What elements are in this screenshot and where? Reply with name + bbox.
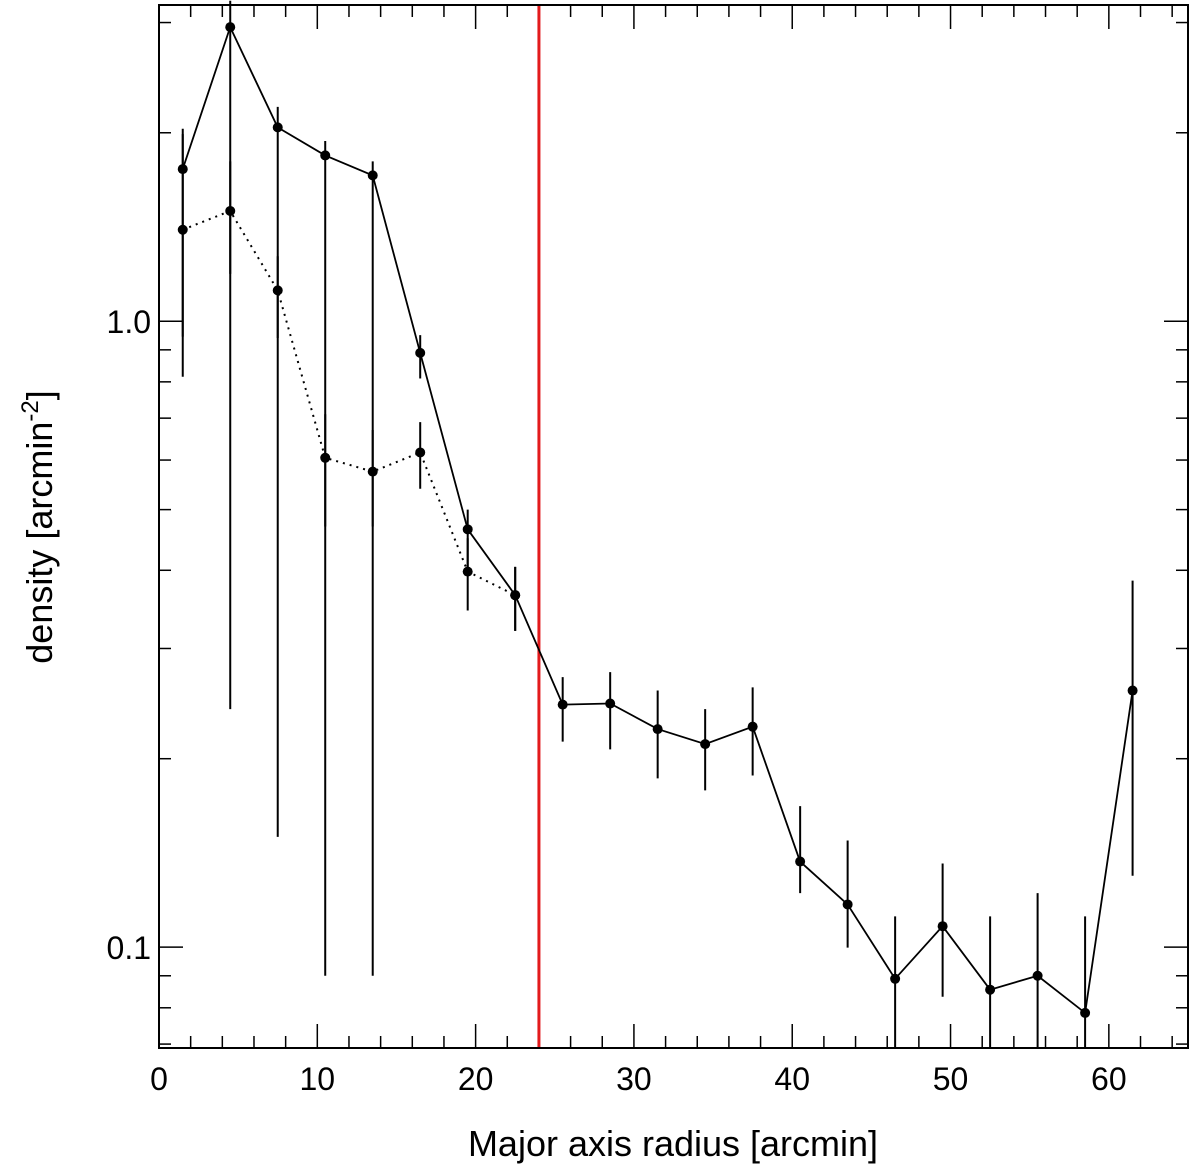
data-point [272,285,283,296]
data-point [937,921,948,932]
data-point [367,466,378,477]
data-point [510,590,521,601]
data-point [177,224,188,235]
series-line [182,209,516,597]
tick-labels: 0 10 20 30 40 50 60 0.1 1.0 [107,304,1127,1097]
data-point [462,566,473,577]
data-point [415,447,426,458]
data-point [272,122,283,133]
y-axis-title-superscript: -2 [17,400,44,421]
data-point [890,973,901,984]
data-point [320,452,331,463]
data-point [605,698,616,709]
series-dotted [177,134,521,631]
data-point [985,984,996,995]
y-tick-label: 0.1 [107,930,151,966]
x-tick-label: 30 [616,1061,652,1097]
data-point [1080,1007,1091,1018]
x-tick-label: 20 [458,1061,494,1097]
y-axis-title: density [arcmin-2] [17,390,60,663]
data-point [320,150,331,161]
y-tick-label: 1.0 [107,304,151,340]
data-point [557,699,568,710]
series-solid [177,0,1138,1048]
axis-ticks [158,5,1188,1048]
data-point [225,205,236,216]
data-point [1032,970,1043,981]
data-point [462,524,473,535]
data-point [842,899,853,910]
plot-frame [158,4,1189,1049]
data-point [367,170,378,181]
series-layer [177,0,1138,1048]
y-axis-title-close: ] [19,390,60,400]
data-point [652,724,663,735]
data-point [747,721,758,732]
x-tick-label: 50 [933,1061,969,1097]
x-tick-label: 10 [300,1061,336,1097]
x-axis-title: Major axis radius [arcmin] [468,1123,878,1164]
data-point [1127,685,1138,696]
data-point [225,22,236,33]
x-tick-label: 40 [774,1061,810,1097]
data-point [795,856,806,867]
x-tick-label: 60 [1091,1061,1127,1097]
data-point [415,347,426,358]
data-point [700,739,711,750]
y-axis-title-main: density [arcmin [19,422,60,664]
x-tick-label: 0 [150,1061,168,1097]
